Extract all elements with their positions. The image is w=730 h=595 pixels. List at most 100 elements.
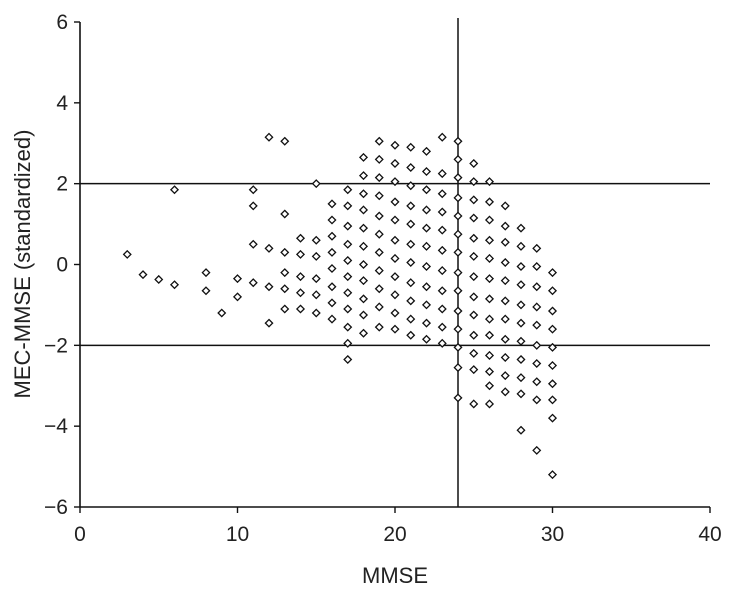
data-point	[437, 207, 447, 217]
data-point	[358, 241, 369, 251]
data-point	[327, 282, 337, 292]
data-point	[421, 223, 432, 233]
data-point	[437, 189, 447, 199]
data-point	[437, 304, 447, 314]
x-tick-label: 10	[226, 523, 249, 546]
data-point	[437, 169, 447, 179]
data-point	[453, 247, 463, 257]
data-point	[280, 209, 290, 219]
x-tick-label: 30	[541, 523, 564, 546]
data-point	[280, 304, 290, 314]
y-tick-label: −4	[44, 415, 68, 438]
data-point	[453, 306, 463, 316]
data-point	[327, 231, 337, 241]
data-point	[453, 393, 463, 403]
data-point	[374, 229, 384, 239]
data-point	[295, 249, 306, 259]
data-point	[327, 215, 337, 225]
data-point	[437, 266, 447, 276]
data-point	[532, 262, 542, 272]
data-point	[343, 255, 353, 265]
data-point	[374, 191, 384, 201]
data-point	[343, 304, 353, 314]
data-point	[469, 365, 479, 375]
data-point	[421, 167, 432, 177]
data-point	[547, 268, 558, 278]
data-point	[122, 249, 132, 259]
axes	[79, 22, 710, 508]
data-point	[264, 243, 274, 253]
data-point	[421, 300, 432, 310]
data-point	[374, 136, 384, 146]
data-point	[453, 268, 463, 278]
data-point	[516, 318, 526, 328]
data-point	[406, 278, 416, 288]
data-point	[169, 280, 180, 290]
data-point	[327, 264, 337, 274]
data-point	[469, 233, 479, 243]
data-point	[453, 324, 463, 334]
data-point	[280, 268, 290, 278]
data-point	[264, 318, 274, 328]
y-tick-label: 6	[56, 11, 68, 34]
y-axis-title: MEC-MMSE (standardized)	[10, 130, 35, 399]
data-point	[358, 310, 369, 320]
data-point	[437, 286, 447, 296]
data-point	[547, 306, 558, 316]
data-point	[327, 199, 337, 209]
data-point	[327, 314, 337, 324]
data-point	[421, 318, 432, 328]
data-point	[532, 359, 542, 369]
data-point	[406, 219, 416, 229]
data-points	[122, 132, 558, 480]
data-point	[547, 379, 558, 389]
data-point	[201, 268, 211, 278]
data-point	[547, 361, 558, 371]
data-point	[516, 262, 526, 272]
data-point	[484, 235, 495, 245]
data-point	[343, 221, 353, 231]
x-tick-label: 20	[383, 523, 406, 546]
data-point	[469, 348, 479, 358]
data-point	[374, 247, 384, 257]
data-point	[516, 336, 526, 346]
data-point	[469, 195, 479, 205]
data-point	[516, 389, 526, 399]
data-point	[547, 342, 558, 352]
data-point	[374, 173, 384, 183]
data-point	[484, 399, 495, 409]
data-point	[280, 247, 290, 257]
data-point	[532, 302, 542, 312]
x-axis-title: MMSE	[362, 563, 428, 588]
data-point	[532, 320, 542, 330]
data-point	[469, 310, 479, 320]
data-point	[343, 338, 353, 348]
data-point	[154, 274, 164, 284]
data-point	[217, 308, 227, 318]
data-point	[390, 272, 400, 282]
data-point	[532, 282, 542, 292]
data-point	[484, 197, 495, 207]
data-point	[343, 201, 353, 211]
data-point	[484, 367, 495, 377]
data-point	[469, 251, 479, 261]
data-point	[295, 272, 306, 282]
data-point	[343, 322, 353, 332]
data-point	[516, 280, 526, 290]
data-point	[453, 154, 463, 164]
data-point	[374, 302, 384, 312]
data-point	[390, 324, 400, 334]
data-point	[516, 223, 526, 233]
data-point	[248, 239, 258, 249]
data-point	[358, 205, 369, 215]
data-point	[547, 470, 558, 480]
data-point	[484, 215, 495, 225]
data-point	[390, 140, 400, 150]
data-point	[484, 177, 495, 187]
data-point	[437, 132, 447, 142]
data-point	[547, 324, 558, 334]
data-point	[500, 296, 510, 306]
data-point	[484, 330, 495, 340]
data-point	[358, 152, 369, 162]
data-point	[358, 171, 369, 181]
